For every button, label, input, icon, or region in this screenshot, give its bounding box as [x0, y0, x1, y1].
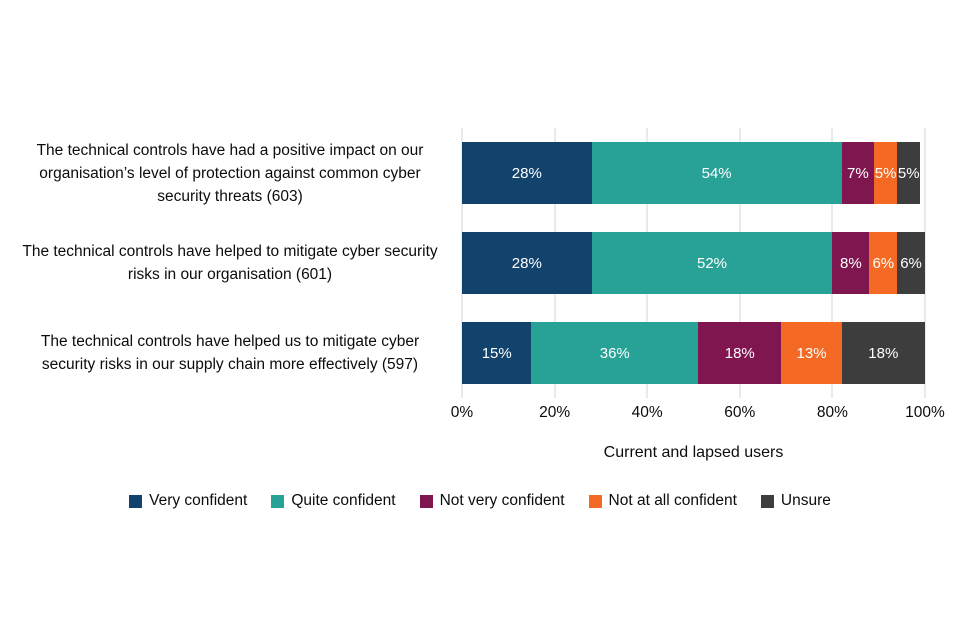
- legend-label: Not very confident: [439, 492, 565, 509]
- bar-row: 28% 52% 8% 6% 6%: [462, 218, 925, 308]
- legend-swatch: [129, 494, 143, 508]
- legend-label: Very confident: [149, 492, 248, 509]
- bar-segment: 28%: [462, 232, 592, 294]
- bar-segment-value: 5%: [897, 164, 920, 182]
- bar-segment: 8%: [832, 232, 870, 294]
- legend-label: Quite confident: [291, 492, 396, 509]
- bar-segment: 52%: [591, 232, 833, 294]
- bar-segment: 5%: [897, 142, 921, 204]
- bar-segment-value: 13%: [796, 344, 827, 362]
- category-label: The technical controls have helped to mi…: [22, 243, 438, 283]
- bar-segment-value: 6%: [872, 254, 895, 272]
- category-labels: The technical controls have had a positi…: [0, 128, 452, 398]
- category-label: The technical controls have helped us to…: [40, 333, 420, 373]
- legend-swatch: [760, 494, 774, 508]
- bar-segment-value: 54%: [701, 164, 732, 182]
- legend-swatch: [588, 494, 602, 508]
- bar-segment-value: 18%: [868, 344, 899, 362]
- legend-item: Very confident: [129, 492, 247, 510]
- chart-area: The technical controls have had a positi…: [0, 128, 960, 488]
- x-tick-label: 80%: [816, 404, 848, 421]
- bar-segment: 15%: [462, 322, 532, 384]
- bar-segment: 36%: [531, 322, 699, 384]
- bar-segment: 6%: [897, 232, 925, 294]
- legend-item: Not very confident: [419, 492, 565, 510]
- x-tick-label: 60%: [724, 404, 756, 421]
- bar-segment-value: 6%: [900, 254, 922, 272]
- stacked-bar: 28% 54% 7% 5% 5%: [462, 142, 925, 204]
- bar-segment-value: 8%: [840, 254, 862, 272]
- legend-label: Unsure: [780, 492, 831, 509]
- bar-segment-value: 7%: [847, 164, 869, 182]
- bar-segment: 13%: [781, 322, 842, 384]
- bar-segment-value: 28%: [511, 164, 542, 182]
- bar-segment: 28%: [462, 142, 592, 204]
- legend-swatch: [419, 494, 433, 508]
- x-tick-label: 20%: [539, 404, 571, 421]
- bar-segment: 7%: [841, 142, 875, 204]
- bar-segment: 6%: [869, 232, 898, 294]
- legend-item: Unsure: [760, 492, 831, 510]
- legend-swatch: [271, 494, 285, 508]
- category-label: The technical controls have had a positi…: [36, 141, 424, 205]
- x-tick-label: 0%: [450, 404, 474, 421]
- x-tick-label: 40%: [631, 404, 663, 421]
- x-axis-title: Current and lapsed users: [603, 444, 784, 461]
- stacked-bar: 15% 36% 18% 13% 18%: [462, 322, 925, 384]
- gridline: [924, 128, 926, 398]
- stacked-bar: 28% 52% 8% 6% 6%: [462, 232, 925, 294]
- bar-segment-value: 18%: [724, 344, 755, 362]
- bar-segment: 18%: [698, 322, 782, 384]
- bar-row: 15% 36% 18% 13% 18%: [462, 308, 925, 398]
- bar-row: 28% 54% 7% 5% 5%: [462, 128, 925, 218]
- bar-segment-value: 28%: [511, 254, 542, 272]
- bar-segment: 54%: [591, 142, 842, 204]
- plot-area: 28% 54% 7% 5% 5% 28% 52% 8% 6% 6% 15% 36% 18% 13% 18%: [461, 128, 926, 398]
- bar-segment-value: 15%: [481, 344, 512, 362]
- bar-segment-value: 5%: [874, 164, 897, 182]
- legend-item: Not at all confident: [588, 492, 737, 510]
- x-axis-ticks: 0% 20% 40% 60% 80% 100%: [451, 404, 945, 426]
- bar-segment: 5%: [874, 142, 898, 204]
- x-tick-label: 100%: [905, 404, 945, 421]
- bars: 28% 54% 7% 5% 5% 28% 52% 8% 6% 6% 15% 36% 18% 13% 18%: [462, 128, 925, 398]
- bar-segment-value: 52%: [696, 254, 728, 272]
- bar-segment: 18%: [841, 322, 925, 384]
- legend-item: Quite confident: [271, 492, 396, 510]
- bar-segment-value: 36%: [599, 344, 630, 362]
- legend: Very confident Quite confident Not very co…: [0, 492, 960, 510]
- legend-label: Not at all confident: [608, 492, 737, 509]
